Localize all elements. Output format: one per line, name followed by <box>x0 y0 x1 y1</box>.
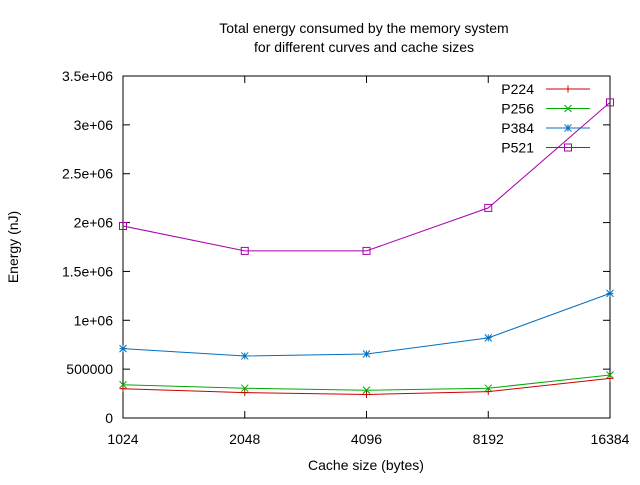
series-p384 <box>119 289 614 360</box>
data-point <box>241 389 249 397</box>
data-point <box>484 203 493 212</box>
x-tick-label: 4096 <box>351 431 382 447</box>
data-point <box>362 386 371 395</box>
data-point <box>363 391 370 399</box>
legend-swatch <box>546 143 590 152</box>
data-point <box>362 350 371 358</box>
data-point <box>362 246 371 255</box>
x-axis: 1024 2048 4096 8192 16384 <box>107 76 630 447</box>
data-point <box>484 334 493 342</box>
data-point <box>606 98 614 107</box>
data-point <box>606 289 614 298</box>
legend-label: P521 <box>501 140 534 156</box>
series-p256 <box>119 371 614 395</box>
data-point <box>564 124 572 132</box>
y-axis: 0 500000 1e+06 1.5e+06 2e+06 2.5e+06 3e+06 3.5e… <box>62 68 610 426</box>
y-tick-label: 1e+06 <box>74 312 114 328</box>
data-point <box>240 384 249 393</box>
data-point <box>564 85 572 93</box>
data-point <box>484 384 493 393</box>
data-point <box>606 374 614 382</box>
y-tick-label: 2.5e+06 <box>62 166 113 182</box>
legend-label: P256 <box>501 101 534 117</box>
data-point <box>119 221 127 230</box>
data-point <box>606 371 614 379</box>
data-point <box>240 246 249 255</box>
series-p521 <box>119 98 614 255</box>
legend: P224 P256 P384 P521 <box>501 81 590 156</box>
y-tick-label: 3.5e+06 <box>62 68 113 84</box>
y-tick-label: 3e+06 <box>74 117 114 133</box>
chart-title-line: for different curves and cache sizes <box>254 39 474 55</box>
chart-title-line: Total energy consumed by the memory syst… <box>219 20 508 36</box>
chart-title: Total energy consumed by the memory syst… <box>219 20 508 55</box>
legend-swatch <box>546 85 590 93</box>
y-tick-label: 2e+06 <box>74 215 114 231</box>
data-point <box>240 352 249 360</box>
legend-label: P224 <box>501 81 534 97</box>
legend-swatch <box>546 104 590 113</box>
series-line <box>122 374 611 391</box>
y-tick-label: 500000 <box>66 361 113 377</box>
y-tick-label: 0 <box>105 410 113 426</box>
x-axis-label: Cache size (bytes) <box>308 457 424 473</box>
y-tick-label: 1.5e+06 <box>62 263 113 279</box>
legend-swatch <box>546 124 590 132</box>
series-line <box>122 292 611 357</box>
data-point <box>564 104 572 113</box>
series-group <box>119 98 614 399</box>
data-point <box>119 385 127 393</box>
data-point <box>119 380 127 389</box>
x-tick-label: 16384 <box>591 431 630 447</box>
x-tick-label: 2048 <box>229 431 260 447</box>
data-point <box>484 388 492 396</box>
x-tick-label: 1024 <box>107 431 138 447</box>
y-axis-label: Energy (nJ) <box>5 211 21 283</box>
data-point <box>564 143 572 152</box>
series-line <box>122 102 611 252</box>
x-tick-label: 8192 <box>473 431 504 447</box>
series-p224 <box>119 374 614 399</box>
legend-label: P384 <box>501 120 534 136</box>
data-point <box>119 344 127 353</box>
